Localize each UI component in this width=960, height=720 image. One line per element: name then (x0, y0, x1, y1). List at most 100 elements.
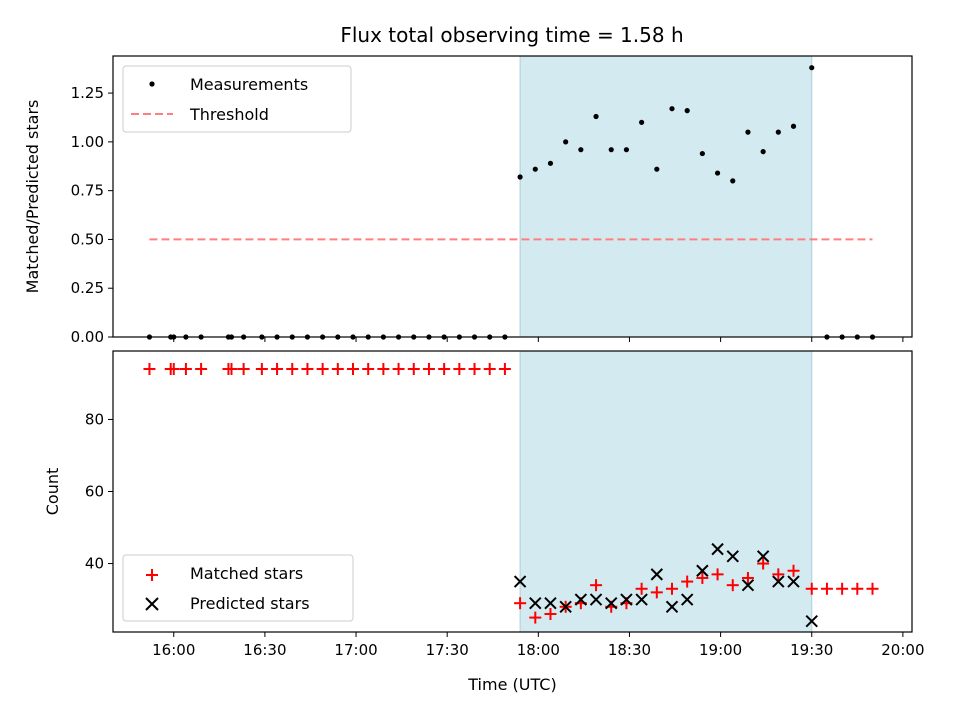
matched-stars-point (772, 568, 785, 581)
matched-stars-point (514, 597, 527, 610)
predicted-stars-point (529, 596, 542, 610)
matched-stars-point (195, 363, 208, 376)
y-tick-label: 0.00 (71, 328, 104, 346)
x-tick-label: 20:00 (881, 641, 924, 659)
matched-stars-point (498, 363, 511, 376)
top-panel: 0.00 0.25 0.50 0.75 1.00 1.25 Matched/Predict… (23, 55, 913, 346)
x-axis-label: Time (UTC) (467, 675, 556, 694)
matched-stars-point (696, 571, 709, 584)
y-tick-label: 80 (85, 410, 104, 428)
matched-stars-point (237, 363, 250, 376)
legend-matched-stars-label: Matched stars (190, 564, 303, 583)
matched-stars-point (347, 363, 360, 376)
matched-stars-point (255, 363, 268, 376)
matched-stars-point (167, 363, 180, 376)
y-tick-label: 1.00 (71, 133, 104, 151)
measurement-point (790, 123, 797, 129)
matched-stars-point (820, 582, 833, 595)
y-tick-label: 40 (85, 555, 104, 573)
measurement-point (654, 166, 660, 172)
y-tick-label: 1.25 (71, 84, 104, 102)
observing-window-shade-top (519, 55, 813, 338)
matched-stars-point (468, 363, 481, 376)
matched-stars-point (362, 363, 375, 376)
matched-stars-point (392, 363, 405, 376)
bottom-legend: Matched stars Predicted stars (122, 554, 354, 622)
y-tick-label: 0.50 (71, 230, 104, 248)
matched-stars-point (757, 557, 770, 570)
matched-stars-point (529, 611, 542, 624)
measurement-point (593, 113, 599, 120)
matched-stars-point (590, 579, 603, 592)
predicted-stars-point (605, 596, 618, 610)
bottom-y-axis-label: Count (43, 468, 62, 516)
bottom-axis-ticks: 40 60 80 16:00 16:30 17:00 17:30 18:00 18:30 19:0… (85, 410, 925, 659)
matched-stars-point (836, 582, 849, 595)
x-tick-label: 16:30 (243, 641, 286, 659)
matched-stars-point (179, 363, 192, 376)
x-tick-label: 16:00 (152, 641, 195, 659)
matched-stars-point (271, 363, 284, 376)
predicted-stars-point (680, 593, 694, 606)
bottom-panel: 40 60 80 16:00 16:30 17:00 17:30 18:00 18:30 19:0… (43, 350, 925, 694)
measurement-point (578, 147, 584, 153)
top-axis-ticks: 0.00 0.25 0.50 0.75 1.00 1.25 (71, 84, 904, 346)
top-legend-box (122, 65, 352, 133)
matched-stars-point (805, 582, 818, 595)
y-tick-label: 0.75 (71, 182, 104, 200)
matched-stars-point (787, 564, 800, 577)
predicted-stars-point (574, 593, 588, 606)
top-legend: Measurements Threshold (122, 65, 352, 133)
matched-stars-point (225, 363, 238, 376)
measurement-point (563, 139, 569, 145)
measurement-point (623, 147, 630, 153)
measurement-point (547, 160, 554, 166)
legend-measurements-label: Measurements (190, 75, 308, 94)
measurement-point (809, 65, 815, 71)
observing-window-shade-bottom (519, 350, 813, 633)
measurement-point (699, 150, 705, 157)
matched-stars-point (665, 582, 678, 595)
x-tick-label: 18:00 (517, 641, 560, 659)
measurement-point (639, 119, 645, 125)
x-tick-label: 18:30 (608, 641, 651, 659)
matched-stars-point (483, 363, 496, 376)
legend-predicted-stars-label: Predicted stars (190, 594, 310, 613)
predicted-stars-point (513, 575, 527, 588)
top-y-axis-label: Matched/Predicted stars (23, 100, 42, 294)
predicted-stars-point (805, 614, 818, 628)
measurement-point (760, 149, 766, 155)
measurement-point (532, 166, 538, 172)
y-tick-label: 60 (85, 483, 104, 501)
predicted-stars-point (544, 596, 557, 610)
measurement-point (608, 147, 614, 153)
bottom-axes-frame (112, 350, 913, 633)
x-tick-label: 17:30 (426, 641, 469, 659)
legend-predicted-stars-marker (145, 597, 159, 611)
matched-stars-point (422, 363, 435, 376)
legend-matched-stars-marker (146, 569, 158, 581)
predicted-stars-point (635, 593, 648, 606)
matched-stars-point (316, 363, 329, 376)
matched-stars-point (331, 363, 344, 376)
top-axes-frame (112, 55, 913, 338)
predicted-stars-point (620, 593, 633, 606)
matched-stars-point (544, 607, 557, 620)
predicted-stars-point (756, 550, 770, 563)
bottom-legend-box (122, 554, 354, 622)
matched-stars-point (866, 582, 879, 595)
predicted-stars-point (589, 593, 603, 606)
matched-stars-point (681, 575, 694, 588)
x-tick-label: 19:00 (699, 641, 742, 659)
x-tick-label: 17:00 (334, 641, 377, 659)
matched-stars-point (711, 568, 724, 581)
matched-stars-point (143, 363, 156, 376)
predicted-stars-point (650, 568, 664, 581)
predicted-stars-point (665, 600, 679, 613)
matched-stars-point (635, 582, 648, 595)
predicted-stars-point (772, 575, 785, 588)
matched-stars-point (726, 579, 739, 592)
measurement-point (714, 170, 721, 176)
measurement-point (684, 108, 690, 114)
